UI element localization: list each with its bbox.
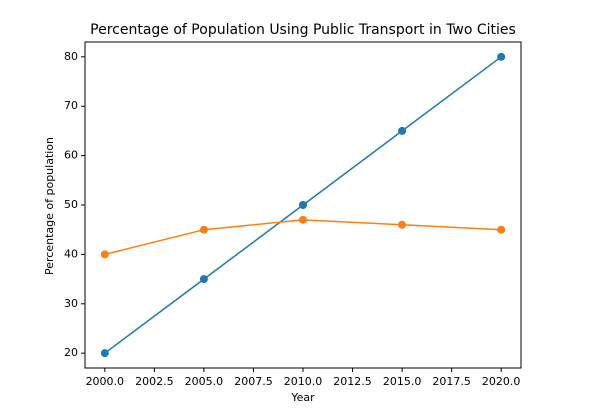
x-tick-label: 2012.5 bbox=[333, 375, 372, 388]
chart-title: Percentage of Population Using Public Tr… bbox=[90, 22, 516, 38]
x-tick-label: 2020.0 bbox=[482, 375, 521, 388]
y-tick-label: 70 bbox=[64, 99, 78, 112]
x-tick-label: 2017.5 bbox=[432, 375, 471, 388]
x-tick-label: 2000.0 bbox=[86, 375, 125, 388]
y-tick-label: 30 bbox=[64, 297, 78, 310]
series-marker bbox=[299, 201, 307, 209]
series-marker bbox=[199, 275, 208, 284]
series-line bbox=[104, 219, 502, 256]
series-marker bbox=[299, 215, 307, 224]
series-marker bbox=[199, 225, 208, 234]
x-axis-label: Year bbox=[290, 391, 315, 404]
series-marker bbox=[398, 220, 407, 229]
x-tick-label: 2010.0 bbox=[284, 375, 323, 388]
y-tick-label: 80 bbox=[64, 50, 78, 63]
x-tick-label: 2007.5 bbox=[234, 375, 273, 388]
y-tick-label: 40 bbox=[64, 247, 78, 260]
x-tick-label: 2015.0 bbox=[383, 375, 422, 388]
series-marker bbox=[497, 225, 506, 234]
series-marker bbox=[398, 126, 407, 135]
y-tick-label: 60 bbox=[64, 149, 78, 162]
plot-frame bbox=[84, 41, 522, 369]
series-marker bbox=[100, 250, 109, 259]
x-tick-label: 2002.5 bbox=[135, 375, 174, 388]
x-tick-label: 2005.0 bbox=[185, 375, 224, 388]
series-marker bbox=[100, 349, 109, 358]
y-tick-label: 50 bbox=[64, 198, 78, 211]
y-tick-label: 20 bbox=[64, 346, 78, 359]
series-marker bbox=[497, 52, 506, 61]
y-axis-label: Percentage of population bbox=[43, 137, 56, 275]
